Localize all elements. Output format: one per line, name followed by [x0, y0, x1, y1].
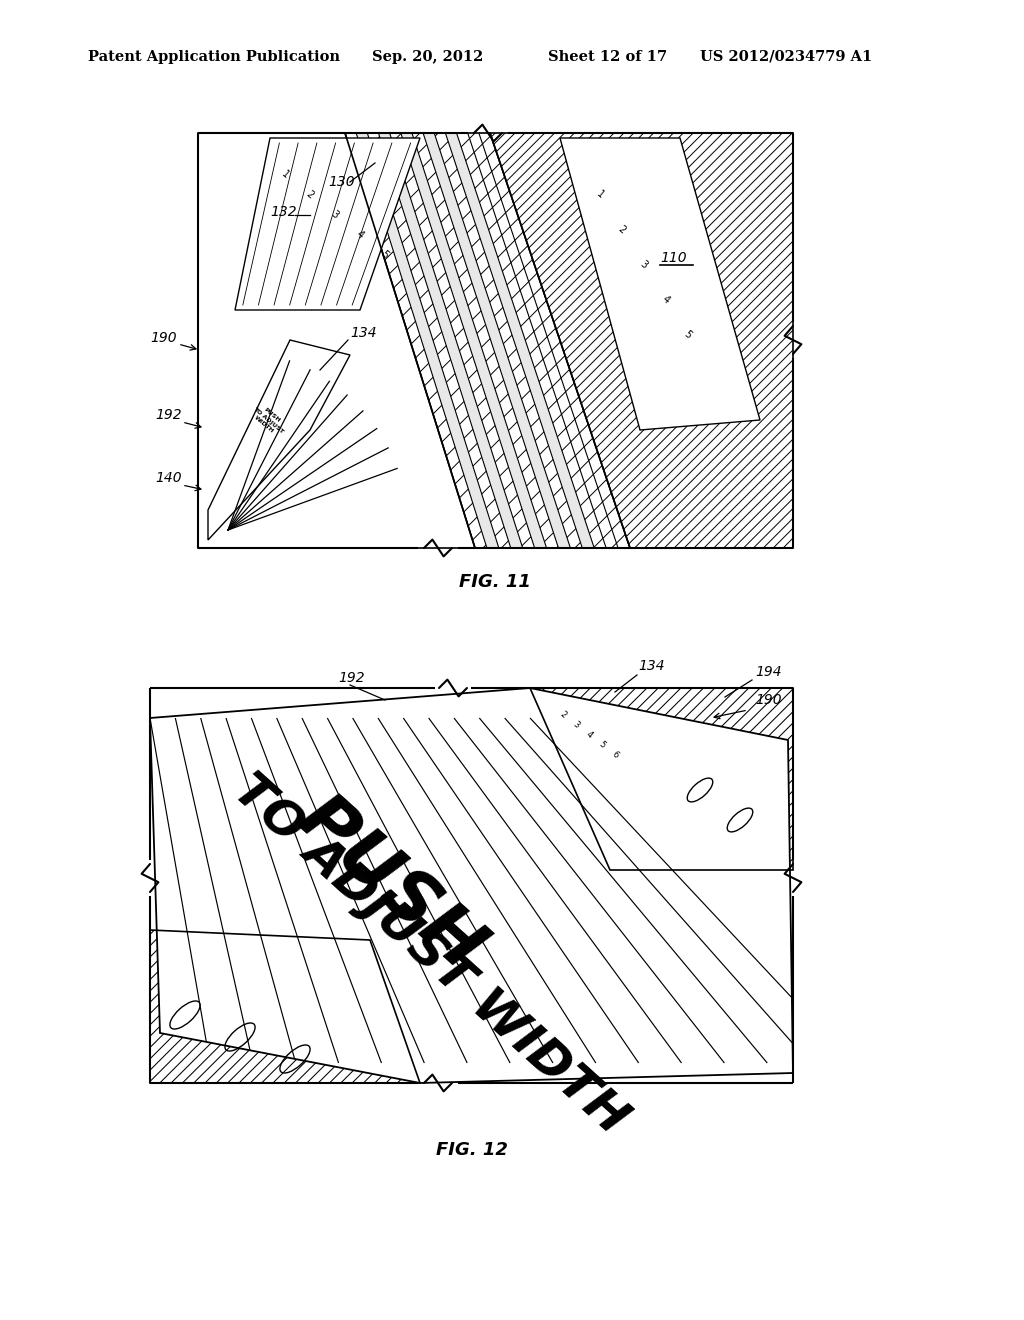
Text: FIG. 12: FIG. 12	[436, 1140, 508, 1159]
Text: 2: 2	[304, 189, 315, 201]
Text: 3: 3	[571, 719, 581, 730]
Text: 5: 5	[682, 329, 693, 341]
Text: 6: 6	[610, 750, 620, 760]
Polygon shape	[345, 133, 630, 548]
Text: 194: 194	[755, 665, 781, 678]
Polygon shape	[400, 133, 547, 548]
Polygon shape	[560, 139, 760, 430]
Text: Sep. 20, 2012: Sep. 20, 2012	[372, 50, 483, 63]
Text: 4: 4	[354, 230, 366, 240]
Text: 5: 5	[380, 249, 390, 261]
Polygon shape	[530, 688, 793, 870]
Text: 4: 4	[660, 294, 672, 306]
Text: 192: 192	[155, 408, 181, 422]
Polygon shape	[234, 139, 420, 310]
Text: 140: 140	[155, 471, 181, 484]
Polygon shape	[150, 688, 793, 1082]
Text: 5: 5	[597, 741, 607, 750]
Bar	[150, 688, 793, 1082]
Text: US 2012/0234779 A1: US 2012/0234779 A1	[700, 50, 872, 63]
Text: 130: 130	[328, 176, 354, 189]
Text: PUSH
TO ADJUST
WIDTH: PUSH TO ADJUST WIDTH	[248, 401, 288, 438]
Text: 2: 2	[616, 224, 628, 236]
Text: Patent Application Publication: Patent Application Publication	[88, 50, 340, 63]
Polygon shape	[150, 931, 420, 1082]
Text: 3: 3	[638, 259, 649, 271]
Text: 3: 3	[330, 209, 341, 220]
Text: 1: 1	[595, 189, 605, 201]
Text: 132: 132	[270, 205, 297, 219]
Text: 134: 134	[350, 326, 377, 341]
Polygon shape	[423, 133, 570, 548]
Text: FIG. 11: FIG. 11	[459, 573, 530, 591]
Polygon shape	[356, 133, 499, 548]
Text: Sheet 12 of 17: Sheet 12 of 17	[548, 50, 667, 63]
Text: 1: 1	[280, 169, 291, 181]
Polygon shape	[445, 133, 594, 548]
Polygon shape	[490, 133, 793, 548]
Text: PUSH: PUSH	[284, 784, 497, 986]
Text: TO ADJUST WIDTH: TO ADJUST WIDTH	[223, 766, 636, 1144]
Bar	[198, 133, 793, 548]
Polygon shape	[198, 133, 475, 548]
Polygon shape	[208, 341, 350, 540]
Text: 4: 4	[584, 730, 594, 741]
Text: 134: 134	[638, 659, 665, 673]
Text: 190: 190	[150, 331, 176, 345]
Text: 190: 190	[755, 693, 781, 708]
Polygon shape	[379, 133, 522, 548]
Text: 192: 192	[338, 671, 365, 685]
Text: 110: 110	[660, 251, 687, 265]
Text: 2: 2	[558, 710, 568, 721]
